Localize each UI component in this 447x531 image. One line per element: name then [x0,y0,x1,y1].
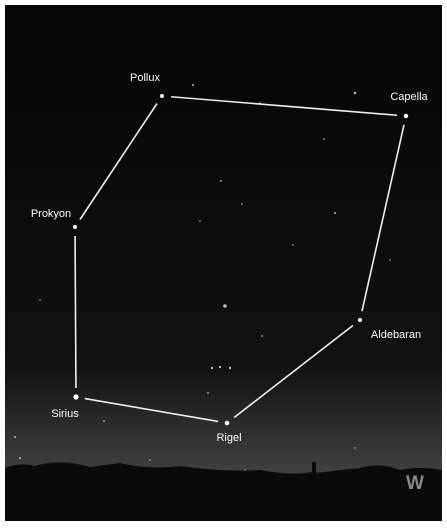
star [73,225,77,229]
connector [75,236,76,388]
star [73,394,78,399]
star [404,114,408,118]
star-label: Rigel [216,432,241,444]
star-label: Capella [390,91,428,103]
star-label: Sirius [51,408,79,420]
star [225,421,230,426]
star-label: Pollux [130,72,160,84]
direction: W [406,473,424,494]
star [358,318,362,322]
horizon [5,462,442,521]
star-label: Prokyon [31,208,71,220]
star [160,94,164,98]
star-chart: W Pollux Capella Aldebaran Rigel Sirius Proky… [0,0,447,531]
star-label: Aldebaran [371,329,421,341]
